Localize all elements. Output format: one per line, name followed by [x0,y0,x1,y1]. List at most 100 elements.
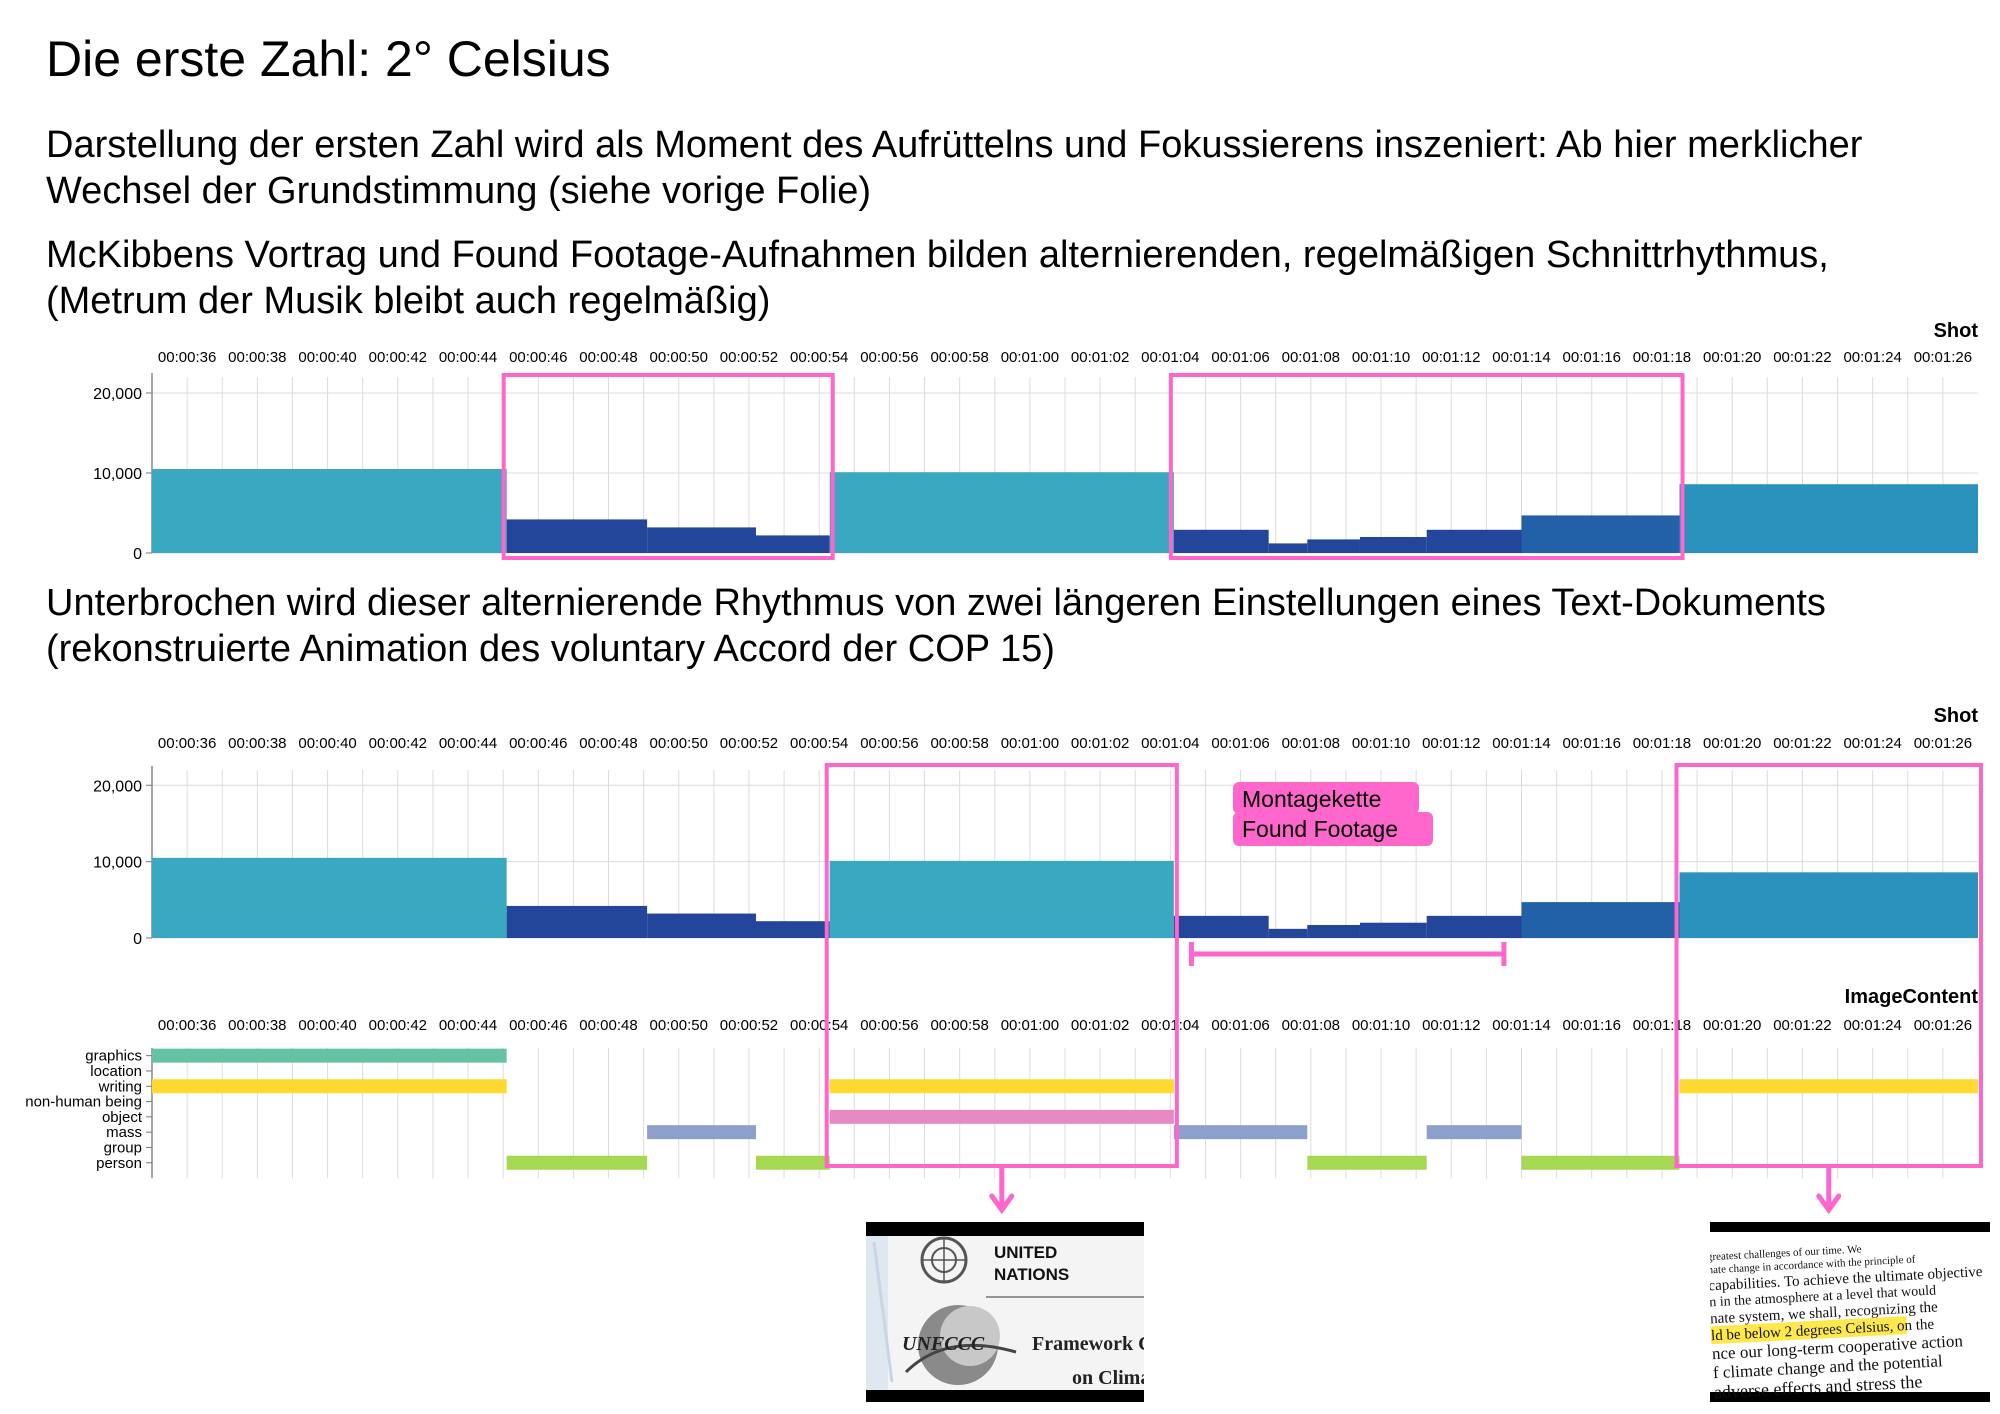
shot-chart-1-xtick-label: 00:01:20 [1703,349,1761,366]
imagecontent-xtick-label: 00:01:00 [1001,1017,1059,1034]
shot-chart-2-highlight-box [1674,763,1984,1168]
annotation-bg-1 [1233,782,1419,814]
imagecontent-xtick-label: 00:01:24 [1843,1017,1901,1034]
shot-chart-1-shot-bar [1521,515,1680,553]
un-document-image: UNITED NATIONS UNFCCC Framework Co on Cl… [866,1222,1144,1402]
imagecontent-category-label: non-human being [25,1094,142,1111]
shot-chart-2-xtick-label: 00:01:06 [1211,735,1269,752]
imagecontent-segment [647,1125,756,1140]
imagecontent-category-label: writing [98,1078,142,1095]
shot-chart-2-xtick-label: 00:00:54 [790,735,848,752]
down-arrow-head-icon [1816,1193,1842,1215]
shot-chart-2-title: Shot [1934,705,1979,727]
shot-chart-1-xtick-label: 00:01:12 [1422,349,1480,366]
shot-chart-1-xtick-label: 00:01:02 [1071,349,1129,366]
imagecontent-xtick-label: 00:01:26 [1914,1017,1972,1034]
imagecontent-xtick-label: 00:00:44 [439,1017,497,1034]
imagecontent-xtick-label: 00:01:12 [1422,1017,1480,1034]
annotation-bg-2 [1233,812,1433,846]
shot-chart-1-xtick-label: 00:00:40 [298,349,356,366]
imagecontent-segment [1307,1155,1427,1170]
shot-chart-1-shot-bar [1426,529,1522,553]
shot-chart-2-ytick-label: 20,000 [93,778,142,795]
shot-chart-1-ytick-label: 0 [133,546,142,563]
imagecontent-xtick-label: 00:00:50 [650,1017,708,1034]
accord-text-thumbnail: greatest challenges of our time. We nate … [1710,1222,1990,1402]
shot-chart-2-xtick-label: 00:00:38 [228,735,286,752]
imagecontent-xtick-label: 00:01:16 [1563,1017,1621,1034]
shot-chart-1-xtick-label: 00:00:46 [509,349,567,366]
shot-chart-2-ytick-label: 0 [133,931,142,948]
shot-chart-2-xtick-label: 00:00:46 [509,735,567,752]
shot-chart-1-shot-bar [1359,537,1427,553]
imagecontent-chart: ImageContent 00:00:36 00:00:38 00:00:40 00:0… [25,986,1978,1179]
shot-chart-1-xtick-label: 00:01:08 [1282,349,1340,366]
shot-chart-1-title: Shot [1934,320,1979,342]
imagecontent-segment [1521,1155,1680,1170]
shot-chart-2-xtick-label: 00:00:48 [579,735,637,752]
shot-chart-2-xtick-label: 00:00:36 [158,735,216,752]
shot-chart-1-xtick-label: 00:01:06 [1211,349,1269,366]
annotation-line-2: Found Footage [1242,816,1398,842]
imagecontent-xtick-label: 00:01:14 [1492,1017,1550,1034]
imagecontent-xtick-label: 00:00:36 [158,1017,216,1034]
imagecontent-xtick-label: 00:01:18 [1633,1017,1691,1034]
imagecontent-segment [152,1048,507,1063]
shot-chart-1-xtick-label: 00:01:18 [1633,349,1691,366]
shot-chart-1-shot-bar [829,472,1174,553]
shot-chart-2-xtick-label: 00:01:08 [1282,735,1340,752]
slide-title: Die erste Zahl: 2° Celsius [46,31,611,87]
shot-chart-1-xtick-label: 00:00:50 [650,349,708,366]
imagecontent-category-label: person [96,1155,142,1172]
imagecontent-xtick-label: 00:00:52 [720,1017,778,1034]
shot-chart-2-shot-bar [1426,915,1522,938]
shot-chart-1-xtick-label: 00:00:54 [790,349,848,366]
shot-chart-1-shot-bar [1679,484,1978,553]
shot-chart-2-xtick-label: 00:00:52 [720,735,778,752]
shot-chart-2-xtick-label: 00:01:24 [1843,735,1901,752]
shot-chart-1-xtick-label: 00:01:24 [1843,349,1901,366]
shot-chart-1-xtick-label: 00:00:52 [720,349,778,366]
shot-chart-2-shot-bar [647,913,756,938]
un-label-line2: NATIONS [994,1265,1069,1284]
shot-chart-1-highlight-box [1168,373,1685,560]
shot-chart-2-xtick-label: 00:01:22 [1773,735,1831,752]
shot-chart-2-ytick-label: 10,000 [93,855,142,872]
shot-chart-2-xtick-label: 00:01:18 [1633,735,1691,752]
imagecontent-xtick-label: 00:00:40 [298,1017,356,1034]
shot-chart-1-xtick-label: 00:01:14 [1492,349,1550,366]
shot-chart-2-xtick-label: 00:01:04 [1141,735,1199,752]
shot-chart-2-xtick-label: 00:00:42 [369,735,427,752]
imagecontent-category-label: group [104,1139,142,1156]
shot-chart-1-xtick-label: 00:01:10 [1352,349,1410,366]
shot-chart-2-shot-bar [152,857,507,938]
unfccc-logo-text: UNFCCC [902,1333,985,1355]
annotation-label: Montagekette Found Footage [1233,782,1433,846]
shot-chart-1-shot-bar [755,535,830,553]
imagecontent-xtick-label: 00:01:02 [1071,1017,1129,1034]
imagecontent-xtick-label: 00:01:08 [1282,1017,1340,1034]
shot-chart-2-xtick-label: 00:01:10 [1352,735,1410,752]
imagecontent-xtick-label: 00:01:10 [1352,1017,1410,1034]
imagecontent-segment [829,1109,1174,1124]
paragraph-3-line-2: (rekonstruierte Animation des voluntary … [46,628,1055,670]
imagecontent-xtick-label: 00:00:54 [790,1017,848,1034]
imagecontent-xtick-label: 00:00:42 [369,1017,427,1034]
shot-chart-2-xtick-label: 00:01:14 [1492,735,1550,752]
shot-chart-2-xtick-label: 00:01:02 [1071,735,1129,752]
imagecontent-category-label: graphics [85,1048,142,1065]
shot-chart-1-xtick-label: 00:01:04 [1141,349,1199,366]
paragraph-2-line-1: McKibbens Vortrag und Found Footage-Aufn… [46,234,1829,276]
shot-chart-1-xtick-label: 00:00:36 [158,349,216,366]
annotation-line-1: Montagekette [1242,786,1381,812]
shot-chart-2-xtick-label: 00:00:44 [439,735,497,752]
shot-chart-2-xtick-label: 00:00:56 [860,735,918,752]
imagecontent-segment [152,1079,507,1094]
shot-chart-2-shot-bar [1359,922,1427,938]
imagecontent-xtick-label: 00:00:46 [509,1017,567,1034]
shot-chart-2-xtick-label: 00:01:12 [1422,735,1480,752]
paragraph-1-line-1: Darstellung der ersten Zahl wird als Mom… [46,124,1863,166]
imagecontent-xtick-label: 00:00:56 [860,1017,918,1034]
imagecontent-xtick-label: 00:01:04 [1141,1017,1199,1034]
